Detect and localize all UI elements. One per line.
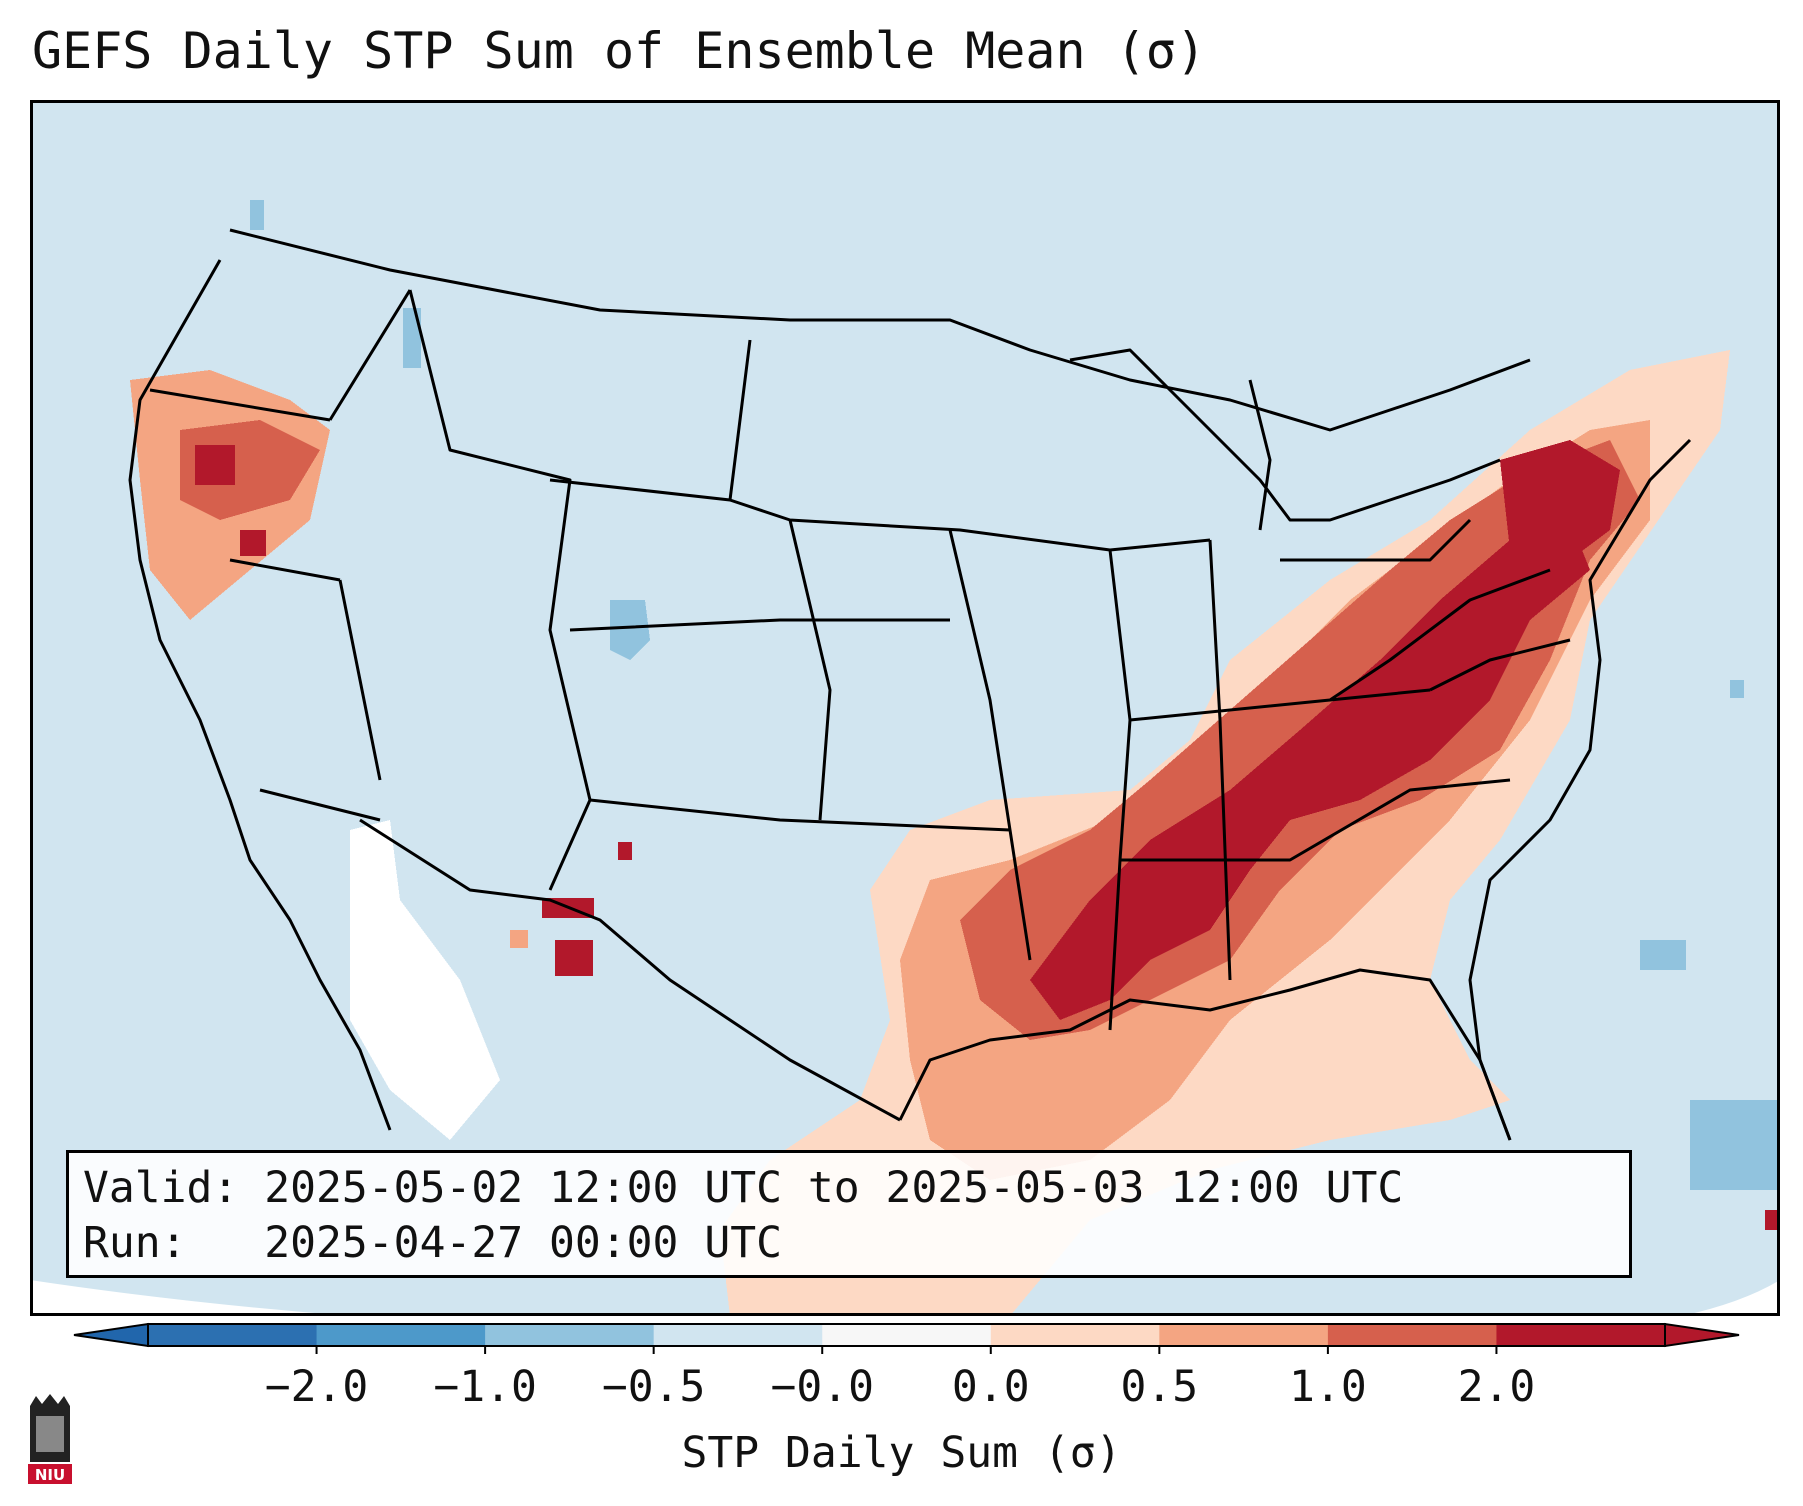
state-lines-central [549, 339, 1211, 1031]
colorbar-tick-label: 0.0 [951, 1362, 1030, 1412]
map-title: GEFS Daily STP Sum of Ensemble Mean (σ) [32, 22, 1206, 80]
projection-edge-right [1681, 1280, 1780, 1316]
colorbar-frame [147, 1323, 1666, 1347]
gulf-coast [898, 968, 1512, 1141]
colorbar-under-arrow [73, 1322, 149, 1348]
colorbar-bin-6 [1159, 1324, 1329, 1346]
projection-edge [30, 1280, 352, 1316]
boundaries [128, 228, 1692, 1141]
colorbar-over-arrow [1664, 1322, 1740, 1348]
map-panel[interactable] [30, 100, 1780, 1316]
colorbar-tick-label: 2.0 [1457, 1362, 1536, 1412]
anomaly-nm-spot3 [618, 842, 632, 860]
anomaly-oregon-dark2 [240, 530, 266, 556]
colorbar-label: STP Daily Sum (σ) [681, 1428, 1122, 1478]
colorbar-tick-label: 0.5 [1120, 1362, 1199, 1412]
colorbar-bin-0 [148, 1324, 318, 1346]
colorbar-tick-label: −2.0 [264, 1362, 369, 1412]
colorbar-bin-4 [822, 1324, 992, 1346]
colorbar-tick-label: 1.0 [1289, 1362, 1367, 1412]
mexico-border [359, 818, 901, 1122]
run-row: Run: 2025-04-27 00:00 UTC [83, 1216, 1615, 1271]
us-canada-border [229, 228, 1531, 432]
colorbar-bin-1 [316, 1324, 486, 1346]
colorbar-tick-label: −0.5 [601, 1362, 706, 1412]
anomaly-atlantic-neg2 [1690, 1100, 1780, 1190]
valid-value: 2025-05-02 12:00 UTC to 2025-05-03 12:00… [264, 1163, 1404, 1213]
anomaly-mexico-white [350, 820, 500, 1140]
colorbar-bin-8 [1496, 1324, 1666, 1346]
anomaly-core-ne [1500, 440, 1620, 560]
anomaly-nm-spot4 [510, 930, 528, 948]
colorbar-bin-5 [990, 1324, 1160, 1346]
east-coast [1468, 438, 1692, 1141]
valid-label: Valid: [83, 1163, 239, 1213]
colorbar-tick-label: −1.0 [433, 1362, 537, 1412]
anomaly-colorado-neg [610, 600, 650, 660]
anomaly-oregon-dark1 [195, 445, 235, 485]
anomaly-carib-dark [1765, 1210, 1780, 1230]
colorbar-bin-3 [653, 1324, 823, 1346]
valid-row: Valid: 2025-05-02 12:00 UTC to 2025-05-0… [83, 1161, 1615, 1216]
logo-text: NIU [35, 1466, 65, 1484]
run-label: Run: [83, 1218, 187, 1268]
niu-logo: NIU [28, 1394, 72, 1484]
anomaly-atlantic-neg1 [1640, 940, 1686, 970]
anomaly-atlantic-neg3 [1730, 680, 1744, 698]
colorbar-tick-label: −0.0 [770, 1362, 874, 1412]
run-value: 2025-04-27 00:00 UTC [264, 1218, 782, 1268]
colorbar-bin-2 [485, 1324, 655, 1346]
state-lines-east [1120, 518, 1571, 981]
valid-time-box: Valid: 2025-05-02 12:00 UTC to 2025-05-0… [66, 1150, 1632, 1278]
anomaly-idaho-neg [403, 308, 421, 368]
colorbar [73, 1322, 1740, 1354]
anomaly-nm-spot2 [555, 940, 593, 976]
colorbar-ticks: −2.0 −1.0 −0.5 −0.0 0.0 0.5 1.0 2.0 [0, 1362, 1803, 1422]
colorbar-bin-7 [1327, 1324, 1497, 1346]
west-coast [128, 259, 392, 1131]
map-border [30, 100, 1780, 1316]
anomaly-core [1030, 520, 1590, 1020]
state-lines-west [149, 289, 592, 891]
anomaly-wa-neg [250, 200, 264, 230]
great-lakes [1069, 348, 1501, 531]
